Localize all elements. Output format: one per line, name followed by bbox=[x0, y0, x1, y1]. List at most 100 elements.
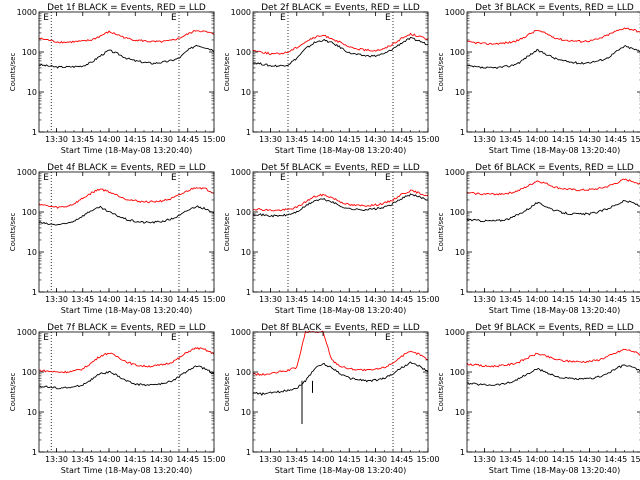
x-axis-label: Start Time (18-May-08 13:20:40) bbox=[275, 306, 406, 315]
y-tick-label: 1 bbox=[460, 448, 465, 457]
y-axis-label: Counts/sec bbox=[437, 373, 445, 412]
plot-title: Det 4f BLACK = Events, RED = LLD bbox=[47, 163, 206, 173]
y-tick-label: 10 bbox=[455, 248, 465, 257]
x-tick-label: 15:00 bbox=[630, 295, 640, 304]
x-tick-label: 15:00 bbox=[416, 455, 439, 464]
x-tick-label: 13:45 bbox=[285, 135, 308, 144]
y-tick-label: 100 bbox=[236, 48, 251, 57]
x-tick-label: 14:45 bbox=[604, 135, 627, 144]
series-line-lld bbox=[252, 32, 429, 56]
x-tick-label: 14:00 bbox=[311, 455, 334, 464]
series-line-lld bbox=[466, 27, 640, 46]
plot-title: Det 5f BLACK = Events, RED = LLD bbox=[261, 163, 420, 173]
y-tick-label: 10 bbox=[27, 88, 37, 97]
y-tick-label: 1 bbox=[32, 288, 37, 297]
y-tick-label: 1000 bbox=[17, 328, 37, 337]
marker-label: E bbox=[280, 173, 286, 183]
x-tick-label: 14:45 bbox=[604, 295, 627, 304]
plot-title: Det 3f BLACK = Events, RED = LLD bbox=[475, 3, 634, 13]
y-tick-label: 1 bbox=[246, 128, 251, 137]
x-tick-label: 14:15 bbox=[124, 295, 147, 304]
y-tick-label: 10 bbox=[241, 88, 251, 97]
x-axis-label: Start Time (18-May-08 13:20:40) bbox=[61, 466, 192, 475]
x-tick-label: 15:00 bbox=[416, 135, 439, 144]
series-line-lld bbox=[38, 187, 215, 209]
marker-label: E bbox=[171, 13, 177, 23]
axes-frame bbox=[38, 331, 215, 453]
series-line-events bbox=[252, 361, 429, 396]
x-tick-label: 13:45 bbox=[499, 135, 522, 144]
plot-title: Det 7f BLACK = Events, RED = LLD bbox=[47, 323, 206, 333]
x-tick-label: 14:45 bbox=[390, 295, 413, 304]
plot-title: Det 9f BLACK = Events, RED = LLD bbox=[475, 323, 634, 333]
x-tick-label: 14:30 bbox=[150, 455, 173, 464]
y-tick-label: 100 bbox=[450, 48, 465, 57]
x-tick-label: 14:30 bbox=[578, 455, 601, 464]
x-tick-label: 14:30 bbox=[150, 295, 173, 304]
marker-label: E bbox=[171, 173, 177, 183]
x-tick-label: 14:15 bbox=[338, 135, 361, 144]
x-axis-label: Start Time (18-May-08 13:20:40) bbox=[489, 466, 620, 475]
x-tick-label: 14:45 bbox=[390, 455, 413, 464]
x-tick-label: 14:15 bbox=[124, 455, 147, 464]
y-tick-label: 1000 bbox=[231, 328, 251, 337]
y-tick-label: 100 bbox=[450, 208, 465, 217]
x-tick-label: 14:15 bbox=[552, 135, 575, 144]
y-axis-label: Counts/sec bbox=[437, 213, 445, 252]
plot-title: Det 6f BLACK = Events, RED = LLD bbox=[475, 163, 634, 173]
axes-frame bbox=[38, 11, 215, 133]
y-tick-label: 1 bbox=[246, 448, 251, 457]
x-tick-label: 13:30 bbox=[45, 135, 68, 144]
series-line-events bbox=[466, 364, 640, 386]
x-tick-label: 13:30 bbox=[473, 295, 496, 304]
y-tick-label: 100 bbox=[22, 368, 37, 377]
y-tick-label: 10 bbox=[455, 408, 465, 417]
marker-label: E bbox=[43, 173, 49, 183]
y-axis-label: Counts/sec bbox=[223, 53, 231, 92]
x-axis-label: Start Time (18-May-08 13:20:40) bbox=[61, 306, 192, 315]
x-tick-label: 13:45 bbox=[499, 295, 522, 304]
marker-label: E bbox=[280, 13, 286, 23]
y-tick-label: 10 bbox=[455, 88, 465, 97]
x-tick-label: 14:15 bbox=[338, 295, 361, 304]
y-tick-label: 100 bbox=[450, 368, 465, 377]
y-tick-label: 1 bbox=[460, 128, 465, 137]
x-tick-label: 13:30 bbox=[45, 295, 68, 304]
y-tick-label: 1 bbox=[32, 128, 37, 137]
x-tick-label: 13:45 bbox=[71, 295, 94, 304]
y-tick-label: 10 bbox=[241, 408, 251, 417]
y-tick-label: 100 bbox=[236, 368, 251, 377]
plot-panel-9: Det 9f BLACK = Events, RED = LLD 1 10 100 10… bbox=[437, 323, 640, 475]
x-tick-label: 13:45 bbox=[499, 455, 522, 464]
x-tick-label: 14:30 bbox=[578, 135, 601, 144]
x-tick-label: 13:30 bbox=[473, 135, 496, 144]
x-tick-label: 14:45 bbox=[176, 135, 199, 144]
x-tick-label: 15:00 bbox=[202, 135, 225, 144]
y-axis-label: Counts/sec bbox=[437, 53, 445, 92]
y-axis-label: Counts/sec bbox=[9, 373, 17, 412]
marker-label: E bbox=[385, 173, 391, 183]
x-axis-label: Start Time (18-May-08 13:20:40) bbox=[489, 306, 620, 315]
y-tick-label: 1 bbox=[32, 448, 37, 457]
y-tick-label: 100 bbox=[236, 208, 251, 217]
y-tick-label: 1000 bbox=[17, 168, 37, 177]
x-axis-label: Start Time (18-May-08 13:20:40) bbox=[489, 146, 620, 155]
y-tick-label: 1000 bbox=[445, 168, 465, 177]
x-tick-label: 15:00 bbox=[630, 455, 640, 464]
y-axis-label: Counts/sec bbox=[9, 53, 17, 92]
series-line-lld bbox=[466, 178, 640, 196]
marker-label: E bbox=[385, 333, 391, 343]
x-tick-label: 14:30 bbox=[364, 135, 387, 144]
x-tick-label: 14:30 bbox=[364, 295, 387, 304]
x-tick-label: 14:15 bbox=[552, 455, 575, 464]
x-tick-label: 13:45 bbox=[285, 295, 308, 304]
x-tick-label: 14:15 bbox=[338, 455, 361, 464]
series-line-events bbox=[39, 365, 215, 390]
marker-label: E bbox=[171, 333, 177, 343]
